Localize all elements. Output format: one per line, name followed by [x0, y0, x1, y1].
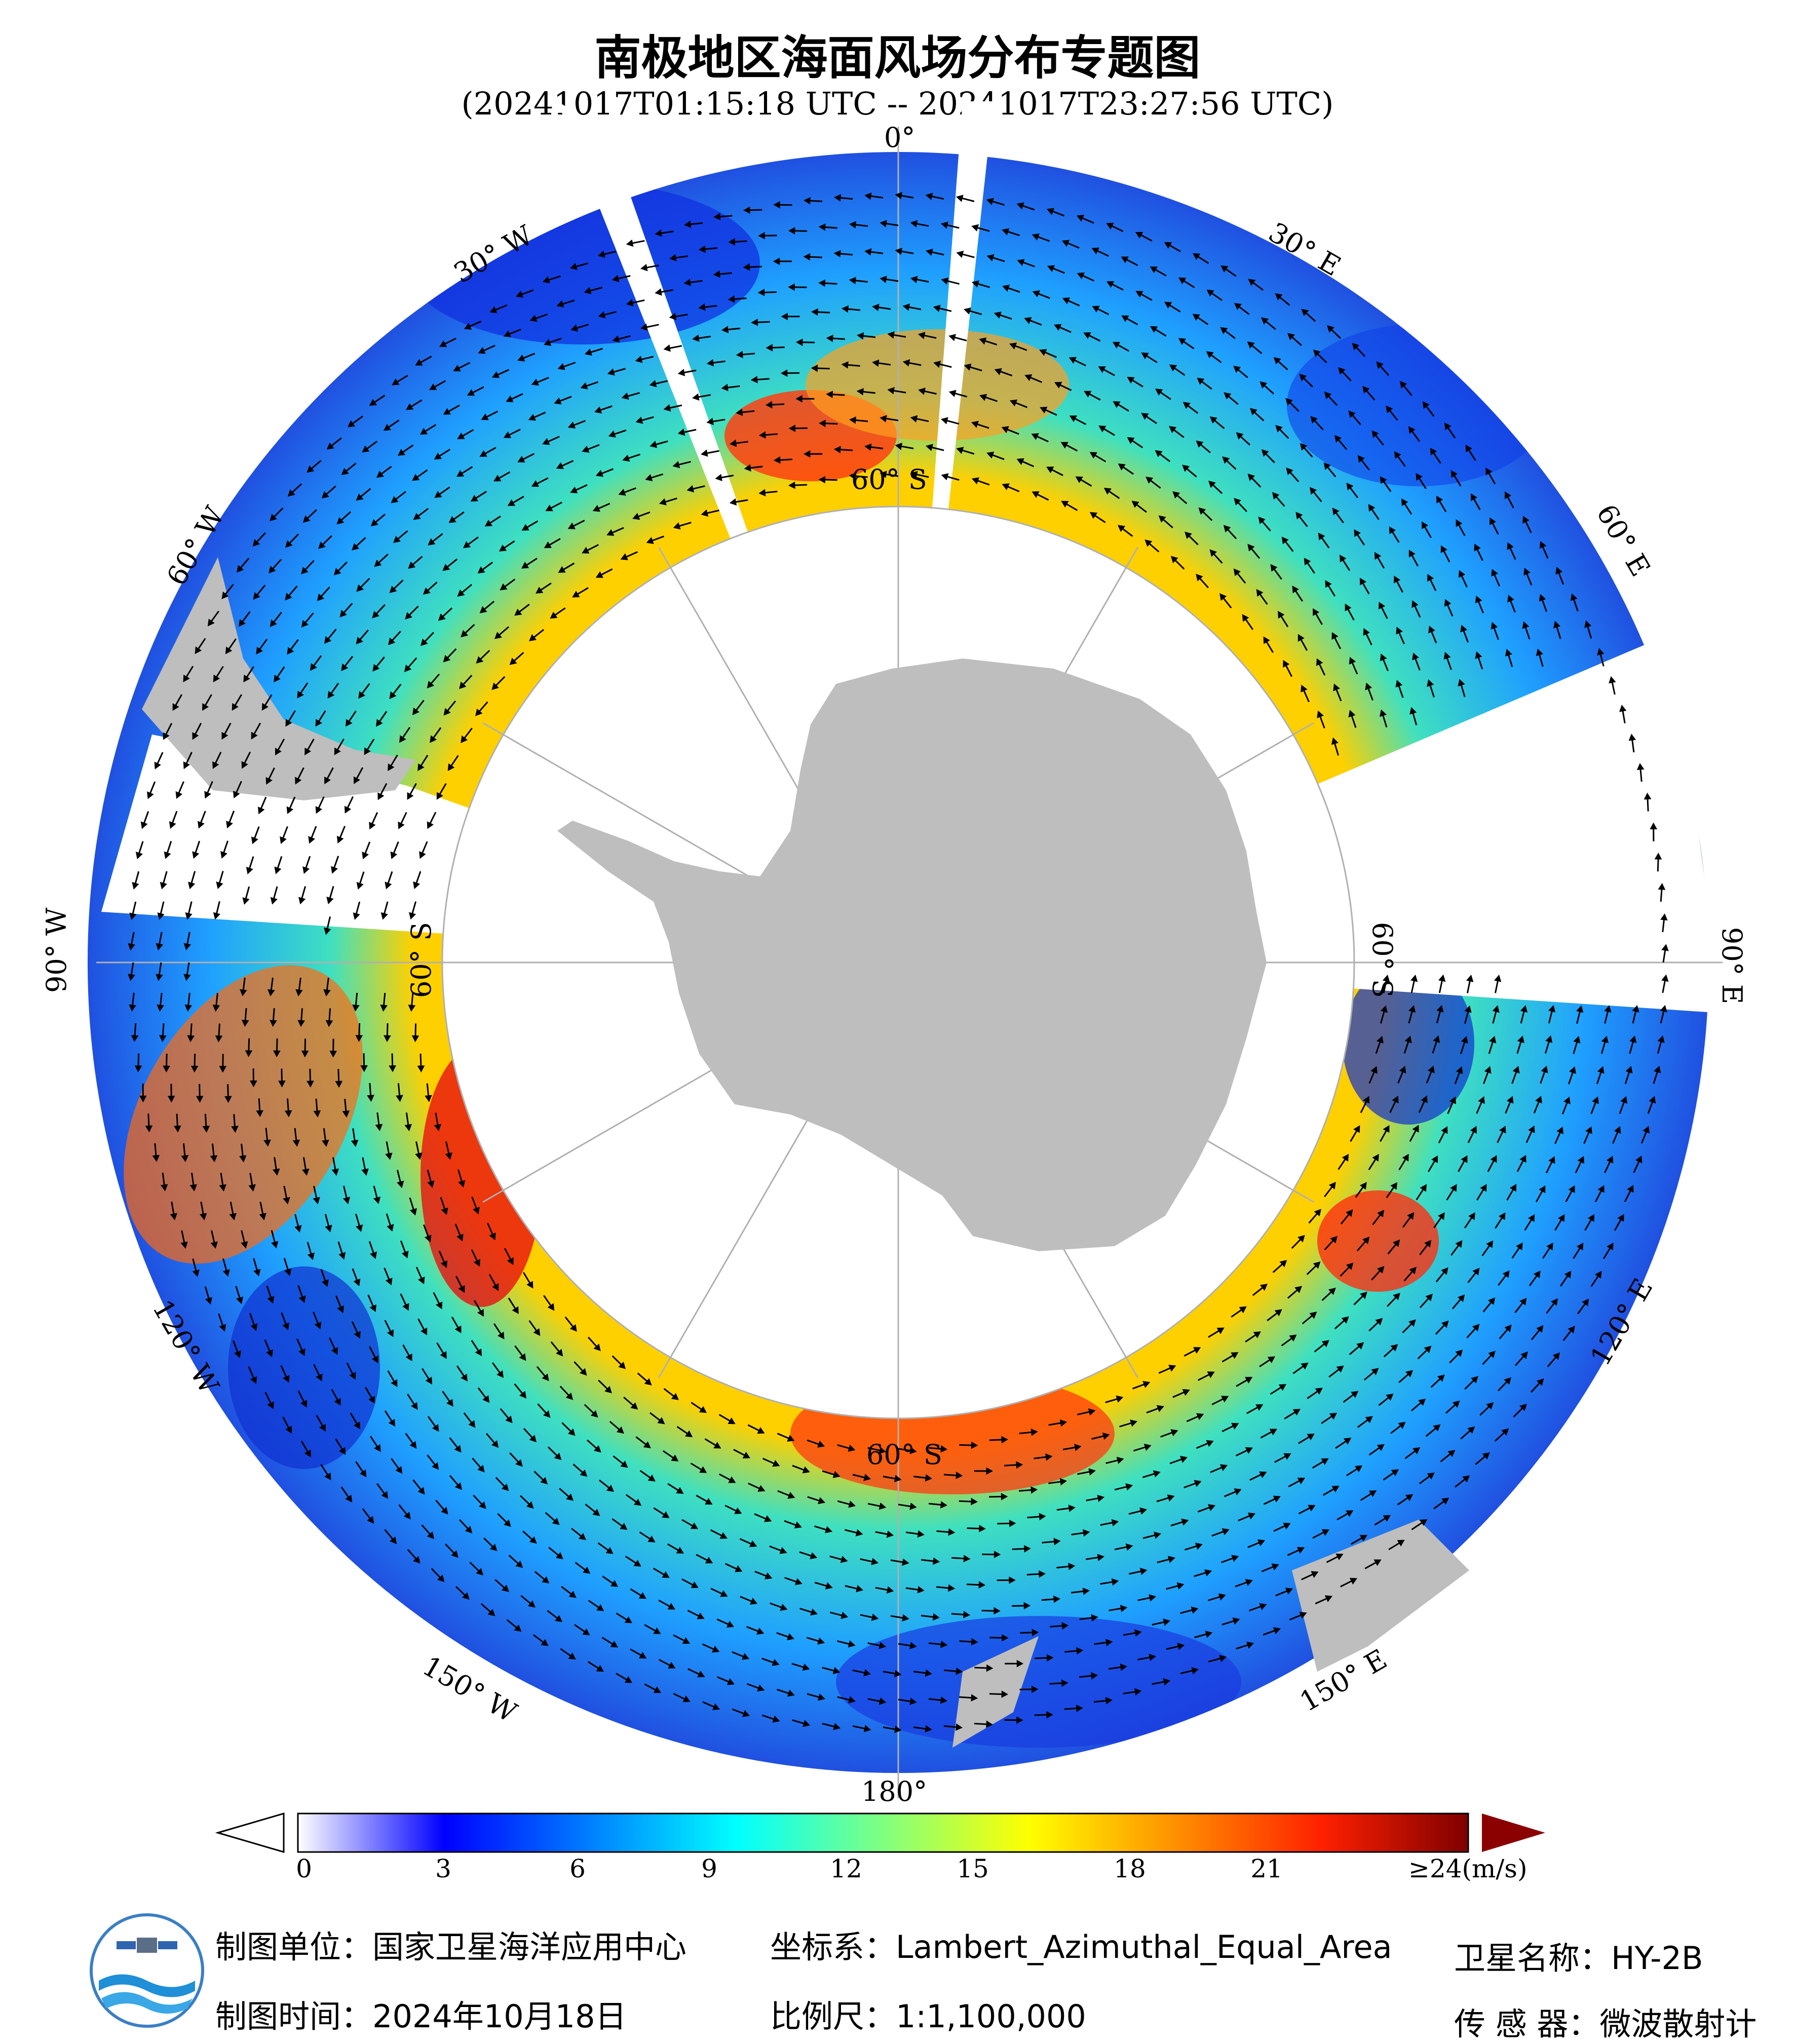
colorbar-tick: 21: [1231, 1854, 1302, 1883]
lat-label-top: 60° S: [851, 464, 927, 495]
lon-label-180: 180°: [861, 1776, 927, 1807]
colorbar-gradient: [298, 1814, 1468, 1852]
colorbar-min-triangle: [218, 1814, 284, 1852]
lon-label-0: 0°: [884, 122, 915, 153]
lon-label-90e: 90° E: [1716, 927, 1748, 1004]
colorbar-tick: 3: [408, 1854, 479, 1883]
sensor-label: 传 感 器：微波散射计: [1454, 1998, 1756, 2044]
colorbar-tick-max: ≥24(m/s): [1408, 1854, 1571, 1883]
agency-logo-icon: [86, 1910, 208, 2031]
lon-label-90w: 90° W: [41, 907, 72, 993]
mapping-unit-label: 制图单位：国家卫星海洋应用中心: [215, 1921, 686, 1967]
satellite-name-label: 卫星名称：HY-2B: [1454, 1933, 1703, 1978]
lat-label-left: 60° S: [405, 922, 437, 998]
colorbar-tick: 9: [674, 1854, 745, 1883]
lat-label-bottom: 60° S: [866, 1439, 942, 1471]
colorbar-tick: 6: [542, 1854, 613, 1883]
coordinate-system-label: 坐标系：Lambert_Azimuthal_Equal_Area: [770, 1921, 1392, 1967]
mapping-date-label: 制图时间：2024年10月18日: [215, 1991, 627, 2036]
colorbar-tick: 18: [1094, 1854, 1165, 1883]
colorbar: [218, 1814, 1545, 1852]
colorbar-max-triangle: [1482, 1814, 1545, 1852]
lat-label-right: 60° S: [1366, 922, 1398, 998]
colorbar-tick: 0: [269, 1854, 339, 1883]
colorbar-tick: 12: [811, 1854, 882, 1883]
colorbar-tick: 15: [937, 1854, 1008, 1883]
scale-label: 比例尺：1:1,100,000: [770, 1991, 1086, 2036]
